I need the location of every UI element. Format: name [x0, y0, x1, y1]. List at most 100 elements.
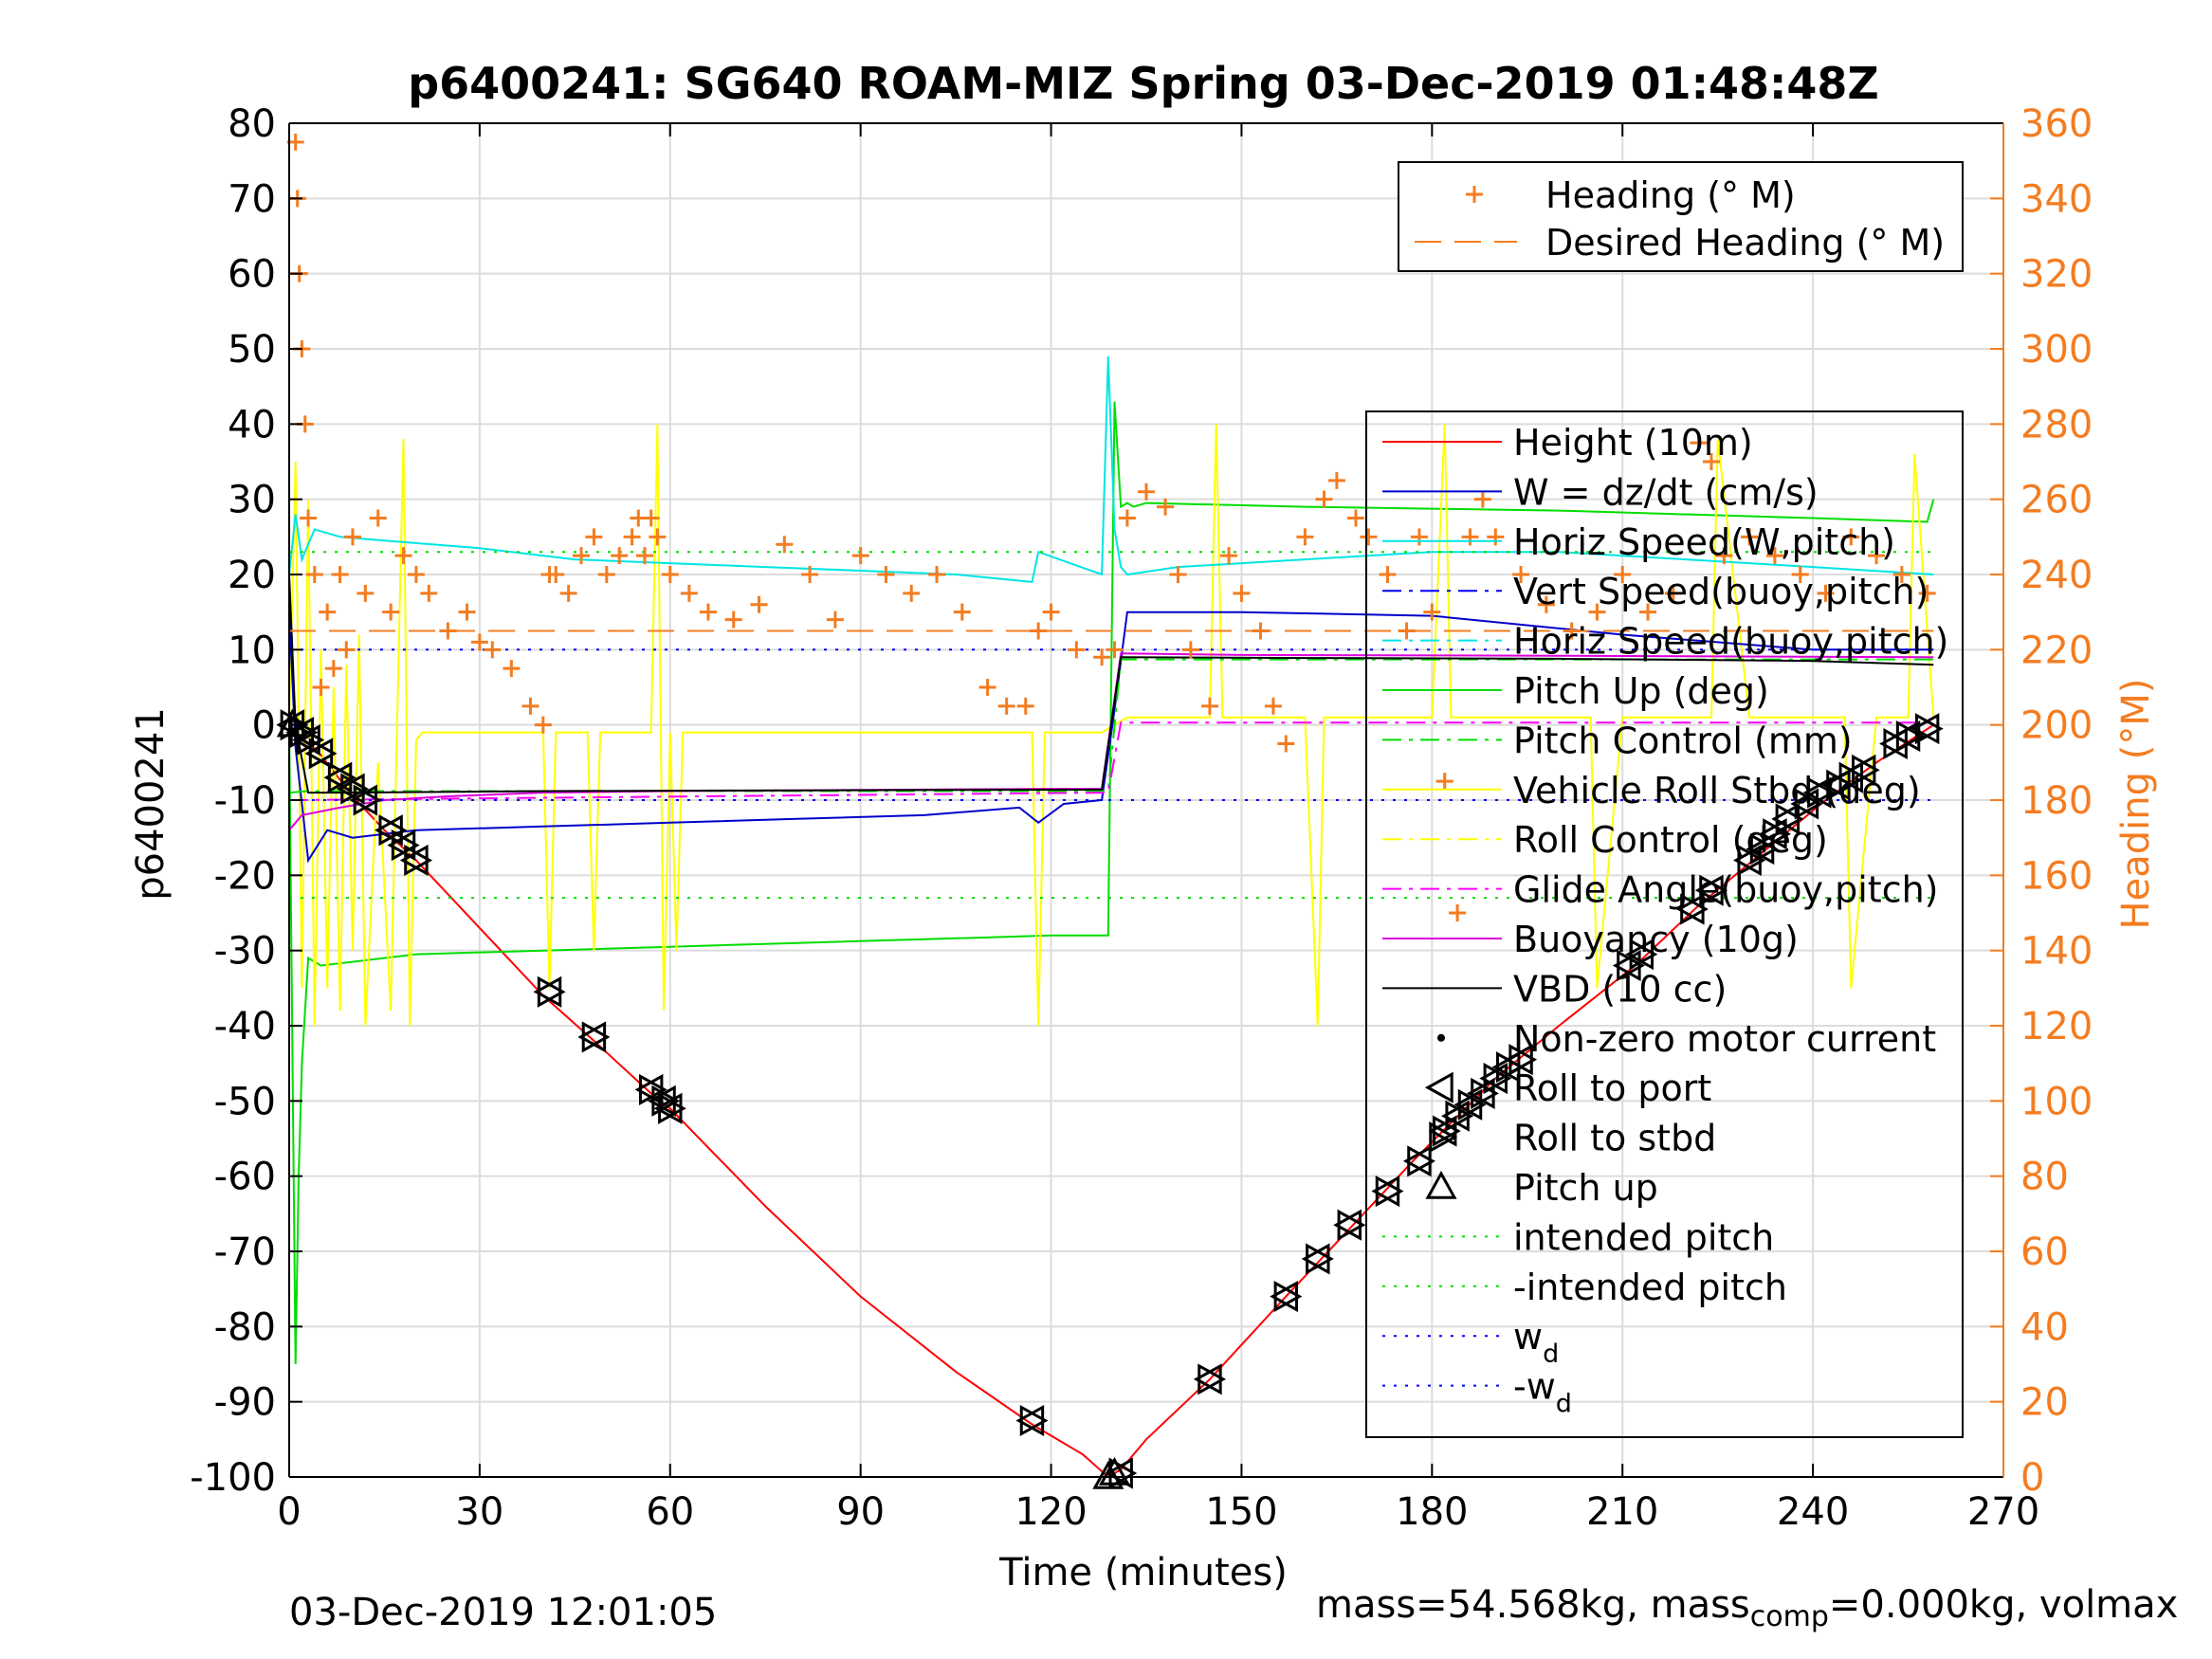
y-tick-label: 70 — [228, 177, 276, 221]
heading-point — [305, 566, 323, 583]
heading-point — [1200, 697, 1218, 715]
y2-tick-label: 160 — [2020, 854, 2093, 898]
heading-point — [1664, 584, 1682, 602]
heading-point — [1639, 603, 1657, 621]
roll-marker-pair — [1892, 720, 1925, 753]
y-tick-label: 30 — [228, 479, 276, 522]
roll-to-stbd-marker — [1197, 1363, 1227, 1395]
mass-suffix: =0.000kg, volmax — [1828, 1583, 2179, 1627]
legend-label: Pitch up — [1513, 1167, 1658, 1209]
heading-point — [997, 697, 1015, 715]
y2-tick-label: 340 — [2020, 177, 2093, 221]
y-tick-label: -40 — [214, 1005, 276, 1048]
roll-marker-pair — [1402, 1145, 1436, 1177]
heading-point — [1252, 622, 1270, 640]
heading-point — [1093, 648, 1111, 666]
heading-point — [1868, 547, 1886, 565]
y2-tick-label: 300 — [2020, 328, 2093, 372]
heading-point — [573, 547, 591, 565]
roll-marker-pair — [577, 1021, 611, 1053]
y-tick-label: -90 — [214, 1381, 276, 1425]
heading-point — [1791, 566, 1809, 583]
y2-tick-label: 200 — [2020, 704, 2093, 748]
heading-point — [300, 509, 318, 527]
heading-point — [521, 697, 539, 715]
heading-point — [343, 528, 361, 546]
roll-marker-pair — [304, 738, 338, 770]
y2-tick-label: 280 — [2020, 403, 2093, 447]
roll-to-stbd-marker — [404, 844, 433, 877]
y-tick-label: -10 — [214, 779, 276, 823]
heading-point — [661, 566, 679, 583]
legend-label: Horiz Speed(W,pitch) — [1513, 521, 1895, 563]
heading-point — [699, 603, 717, 621]
heading-point — [1346, 509, 1364, 527]
legend-label: W = dz/dt (cm/s) — [1513, 471, 1819, 513]
heading-point — [407, 566, 425, 583]
y-tick-label: -80 — [214, 1305, 276, 1349]
heading-point — [1068, 641, 1086, 659]
legend-entry-18: -intended pitch — [1382, 1267, 1787, 1308]
heading-point — [338, 641, 356, 659]
heading-point — [1138, 483, 1155, 501]
heading-point — [1264, 697, 1282, 715]
heading-point — [1563, 622, 1581, 640]
legend-label-sub: d — [1556, 1390, 1572, 1419]
series-pitch-up-deg — [288, 401, 1935, 1365]
y2-tick-label: 320 — [2020, 253, 2093, 297]
heading-point — [1435, 773, 1453, 791]
legend-label: Vert Speed(buoy,pitch) — [1513, 571, 1929, 612]
y-tick-label: 10 — [228, 629, 276, 672]
heading-point — [1118, 509, 1136, 527]
heading-point — [1512, 566, 1530, 583]
roll-marker-pair — [1333, 1209, 1366, 1241]
heading-point — [597, 566, 615, 583]
heading-point — [1169, 566, 1187, 583]
roll-to-stbd-marker — [581, 1021, 611, 1053]
legend-top: Heading (° M) Desired Heading (° M) — [1398, 161, 1964, 272]
y-tick-label: 40 — [228, 403, 276, 447]
roll-marker-pair — [1625, 939, 1658, 971]
mass-prefix: mass=54.568kg, mass — [1316, 1583, 1750, 1627]
y2-tick-label: 260 — [2020, 479, 2093, 522]
x-axis-label: Time (minutes) — [998, 1551, 1288, 1595]
heading-point — [319, 603, 337, 621]
y-tick-label: -50 — [214, 1080, 276, 1123]
y2-tick-label: 180 — [2020, 779, 2093, 823]
roll-to-stbd-marker — [651, 1085, 681, 1117]
legend-top-label: Heading (° M) — [1545, 174, 1796, 216]
legend-top-entry: Desired Heading (° M) — [1415, 222, 1945, 264]
heading-point — [1449, 904, 1467, 921]
roll-to-stbd-marker — [1407, 1145, 1436, 1177]
roll-to-stbd-marker — [1337, 1209, 1366, 1241]
roll-marker-pair — [1771, 803, 1804, 835]
heading-point — [649, 528, 667, 546]
roll-to-stbd-marker — [1629, 939, 1658, 971]
roll-marker-pair — [1694, 874, 1728, 906]
roll-to-stbd-marker — [353, 784, 382, 816]
legend-label: Vehicle Roll Stbd (deg) — [1513, 770, 1921, 811]
axes: 0 30 60 90 120 150 180 210 240 270 80 70 60 50 40 30 20 1… — [190, 102, 2093, 1534]
heading-point — [851, 547, 869, 565]
heading-point — [1379, 566, 1397, 583]
legend-entry-16: Pitch up — [1425, 1167, 1658, 1209]
heading-point — [1030, 622, 1048, 640]
y-tick-label: -60 — [214, 1156, 276, 1199]
legend-label: -intended pitch — [1513, 1267, 1787, 1308]
legend-label-sub: d — [1543, 1340, 1559, 1369]
legend-entry-1: Height (10m) — [1382, 422, 1753, 464]
heading-point — [1315, 490, 1333, 508]
heading-point — [1690, 434, 1708, 452]
heading-point — [503, 660, 521, 678]
roll-to-stbd-marker — [1851, 754, 1880, 786]
heading-point — [559, 584, 577, 602]
roll-to-stbd-marker — [1508, 1044, 1538, 1076]
legend-entry-13: Non-zero motor current — [1437, 1018, 1936, 1060]
heading-point — [1765, 547, 1783, 565]
y-tick-label: -20 — [214, 854, 276, 898]
heading-point — [1327, 471, 1345, 489]
heading-point — [484, 641, 502, 659]
y2-tick-label: 240 — [2020, 554, 2093, 597]
legend-label: Glide Angle(buoy,pitch) — [1513, 869, 1939, 911]
